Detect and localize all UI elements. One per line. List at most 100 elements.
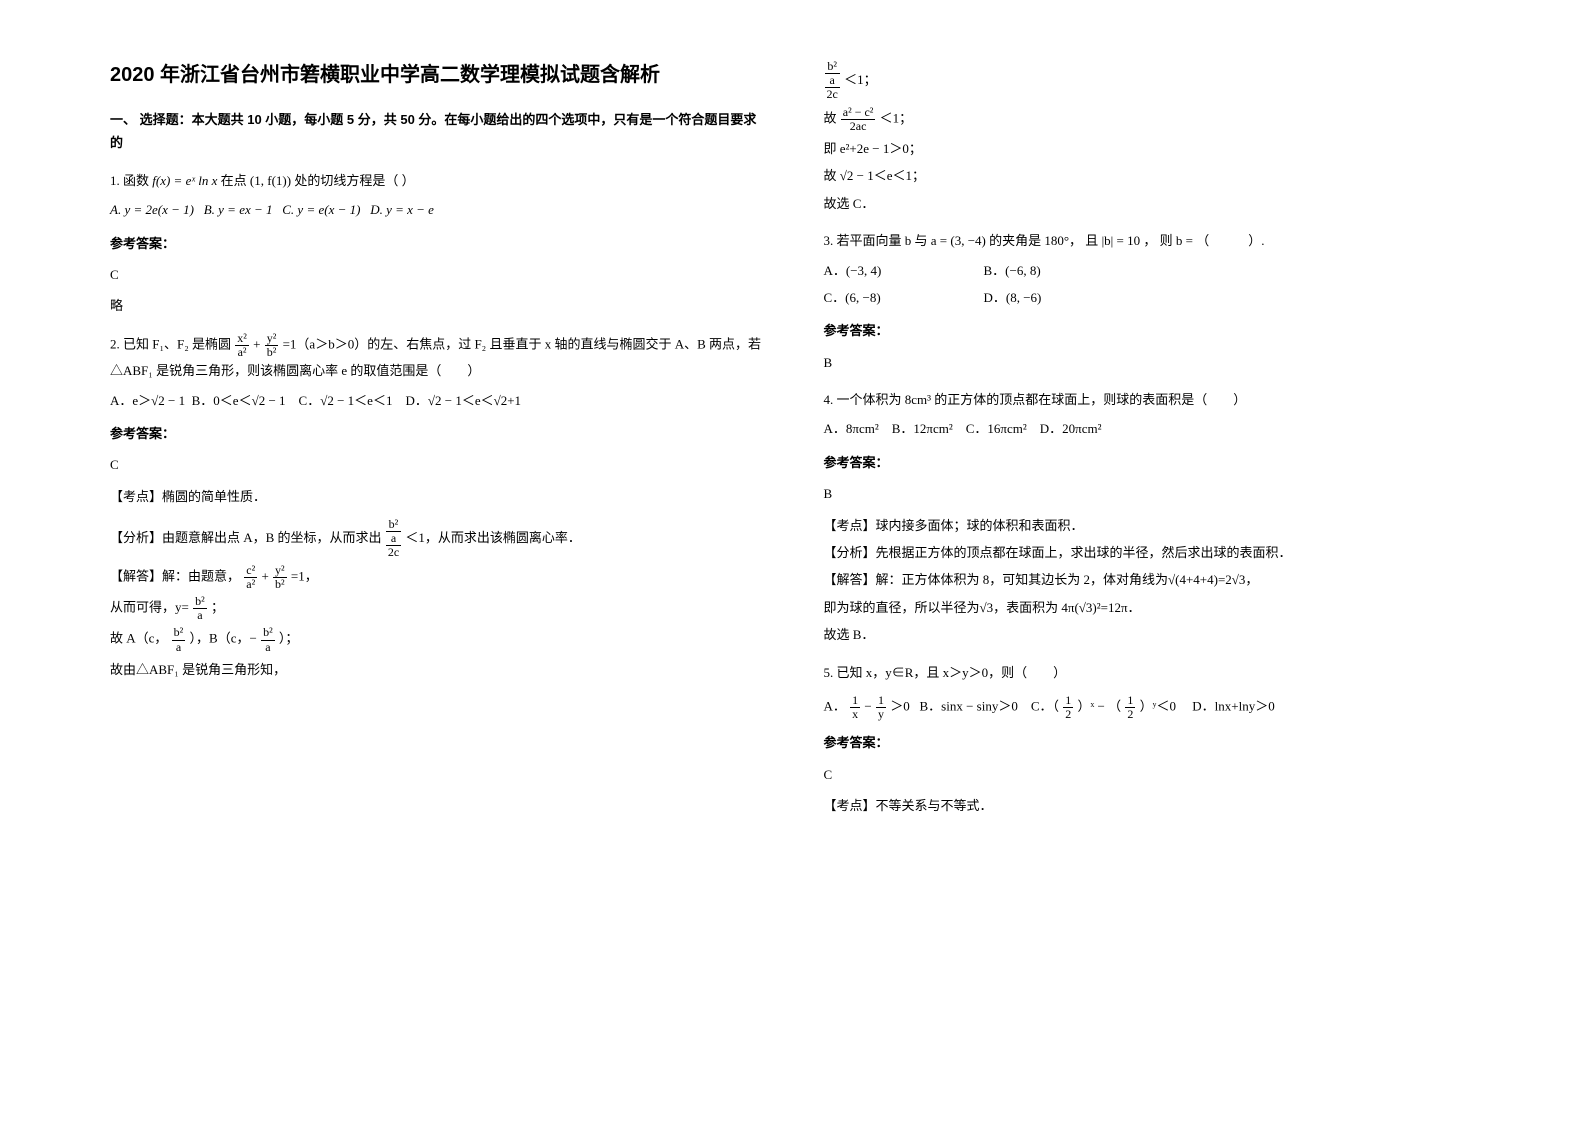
doc-title: 2020 年浙江省台州市箬横职业中学高二数学理模拟试题含解析: [110, 60, 764, 90]
rt-l3: 即 e²+2e − 1＞0；: [824, 137, 1478, 160]
q2-frac2-num: y²: [265, 332, 279, 346]
q3-opts-row2: C．(6, −8) D．(8, −6): [824, 286, 1478, 309]
q5-optC-f2n: 1: [1125, 694, 1135, 708]
q1-note: 略: [110, 294, 764, 317]
q5-answer: C: [824, 763, 1478, 786]
q3-optD: D．(8, −6): [984, 286, 1104, 309]
q2-stem: 2. 已知 F₁、F₂ 是椭圆 x² a² + y² b² =1（a＞b＞0）的…: [110, 332, 764, 383]
q1-answer: C: [110, 263, 764, 286]
q4-ans-label: 参考答案：: [824, 451, 1478, 474]
q5-optC-f1d: 2: [1063, 708, 1073, 721]
rt-l1-mid: a: [825, 74, 840, 88]
q5-optB: B．sinx − siny＞0: [920, 699, 1018, 714]
q5-optC-mid1: ）ˣ − （: [1078, 699, 1122, 714]
q4-stem: 4. 一个体积为 8cm³ 的正方体的顶点都在球面上，则球的表面积是（ ）: [824, 388, 1478, 411]
q3-optA: A．(−3, 4): [824, 259, 944, 282]
q4-options: A．8πcm² B．12πcm² C．16πcm² D．20πcm²: [824, 417, 1478, 440]
q2-line-y-post: ；: [211, 600, 224, 615]
q2-line-ab-f1d: a: [172, 641, 186, 654]
q3-optC: C．(6, −8): [824, 286, 944, 309]
q4-jieda-l3: 故选 B．: [824, 623, 1478, 646]
q2-kaodian: 【考点】椭圆的简单性质．: [110, 485, 764, 508]
q5-optA-pre: A．: [824, 699, 846, 714]
q2-fenxi-den: 2c: [386, 546, 401, 559]
q5-optA-f2: 1 y: [876, 694, 886, 721]
q2-line-ab-mid: ），B（c，−: [190, 631, 261, 646]
q2-frac2: y² b²: [265, 332, 279, 359]
q2-jieda-f2: y² b²: [273, 564, 287, 591]
q5-optA-f2n: 1: [876, 694, 886, 708]
q2-jieda-f1d: a²: [244, 578, 257, 591]
q2-frac1: x² a²: [235, 332, 249, 359]
q5-stem: 5. 已知 x，y∈R，且 x＞y＞0，则（ ）: [824, 661, 1478, 684]
q2-fenxi-num: b²: [386, 518, 401, 532]
rt-l1-den: 2c: [825, 88, 840, 101]
q2-line-y-den: a: [193, 609, 207, 622]
q2-line-ab-f2: b² a: [261, 626, 275, 653]
q2-jieda-f2n: y²: [273, 564, 287, 578]
q5-optA-f1: 1 x: [850, 694, 860, 721]
rt-l2-post: ＜1；: [880, 110, 913, 125]
q2-line-tri: 故由△ABF₁ 是锐角三角形知，: [110, 658, 764, 681]
q2-fenxi-mid: a: [386, 532, 401, 546]
q1-optC: C. y = e(x − 1): [282, 202, 360, 217]
q2-answer: C: [110, 453, 764, 476]
q2-line-y-pre: 从而可得，y=: [110, 600, 192, 615]
q4-answer: B: [824, 482, 1478, 505]
left-column: 2020 年浙江省台州市箬横职业中学高二数学理模拟试题含解析 一、 选择题：本大…: [90, 60, 794, 1082]
q2-jieda-f2d: b²: [273, 578, 287, 591]
q3-pre: 3. 若平面向量 b 与: [824, 233, 931, 248]
rt-l2-num: a² − c²: [841, 106, 876, 120]
q1-optB: B. y = ex − 1: [204, 202, 273, 217]
q1-optA: A. y = 2e(x − 1): [110, 202, 194, 217]
q2-line-y: 从而可得，y= b² a ；: [110, 595, 764, 622]
q5-optC-mid2: ）ʸ＜0: [1140, 699, 1176, 714]
q5-optA-f1d: x: [850, 708, 860, 721]
q5-optA-f2d: y: [876, 708, 886, 721]
rt-l5: 故选 C．: [824, 192, 1478, 215]
q5-optA-post: ＞0: [890, 699, 910, 714]
rt-l1-frac: b² a 2c: [825, 60, 840, 102]
q2-line-ab-f1: b² a: [172, 626, 186, 653]
rt-l2-den: 2ac: [841, 120, 876, 133]
q5-optC-f1: 1 2: [1063, 694, 1073, 721]
q2-line-ab-pre: 故 A（c，: [110, 631, 167, 646]
q2-plus: +: [253, 336, 260, 351]
q2-optD: D．√2 − 1＜e＜√2+1: [405, 393, 521, 408]
q2-jieda-pre: 【解答】解：由题意，: [110, 568, 240, 583]
section-heading: 一、 选择题：本大题共 10 小题，每小题 5 分，共 50 分。在每小题给出的…: [110, 108, 764, 155]
q4-jieda-l1: 【解答】解：正方体体积为 8，可知其边长为 2，体对角线为√(4+4+4)=2√…: [824, 568, 1478, 591]
q1-optD: D. y = x − e: [370, 202, 434, 217]
q2-frac1-den: a²: [235, 346, 249, 359]
q5-optC-f2d: 2: [1125, 708, 1135, 721]
q5-optC-pre: C．（: [1031, 699, 1059, 714]
q3-avec: a = (3, −4): [931, 233, 986, 248]
q2-line-y-frac: b² a: [193, 595, 207, 622]
q2-line-ab-f2n: b²: [261, 626, 275, 640]
q3-mid2: ， 则 b = （ ）.: [1143, 233, 1264, 248]
q2-frac2-den: b²: [265, 346, 279, 359]
q2-optC: C．√2 − 1＜e＜1: [299, 393, 393, 408]
q3-answer: B: [824, 351, 1478, 374]
rt-l4: 故 √2 − 1＜e＜1；: [824, 164, 1478, 187]
q2-ans-label: 参考答案：: [110, 422, 764, 445]
q1-pt: (1, f(1)): [250, 173, 291, 188]
q5-optC-f1n: 1: [1063, 694, 1073, 708]
rt-l2-pre: 故: [824, 110, 840, 125]
right-column: b² a 2c ＜1； 故 a² − c² 2ac ＜1； 即 e²+2e − …: [794, 60, 1498, 1082]
q5-optC-f2: 1 2: [1125, 694, 1135, 721]
q5-kaodian: 【考点】不等关系与不等式．: [824, 794, 1478, 817]
q2-jieda-f1n: c²: [244, 564, 257, 578]
q2-pre: 2. 已知 F₁、F₂ 是椭圆: [110, 336, 234, 351]
q4-jieda-l2: 即为球的直径，所以半径为√3，表面积为 4π(√3)²=12π．: [824, 596, 1478, 619]
rt-l1: b² a 2c ＜1；: [824, 60, 1478, 102]
q2-fenxi-pre: 【分析】由题意解出点 A，B 的坐标，从而求出: [110, 530, 385, 545]
q5-optD: D．lnx+lny＞0: [1192, 699, 1274, 714]
q3-stem: 3. 若平面向量 b 与 a = (3, −4) 的夹角是 180°， 且 |b…: [824, 229, 1478, 252]
q2-jieda: 【解答】解：由题意， c² a² + y² b² =1，: [110, 564, 764, 591]
q2-jieda-post: =1，: [291, 568, 318, 583]
q5-ans-label: 参考答案：: [824, 731, 1478, 754]
rt-l2-frac: a² − c² 2ac: [841, 106, 876, 133]
q1-mid: 在点: [221, 173, 247, 188]
q1-stem: 1. 函数 f(x) = eˣ ln x 在点 (1, f(1)) 处的切线方程…: [110, 169, 764, 192]
